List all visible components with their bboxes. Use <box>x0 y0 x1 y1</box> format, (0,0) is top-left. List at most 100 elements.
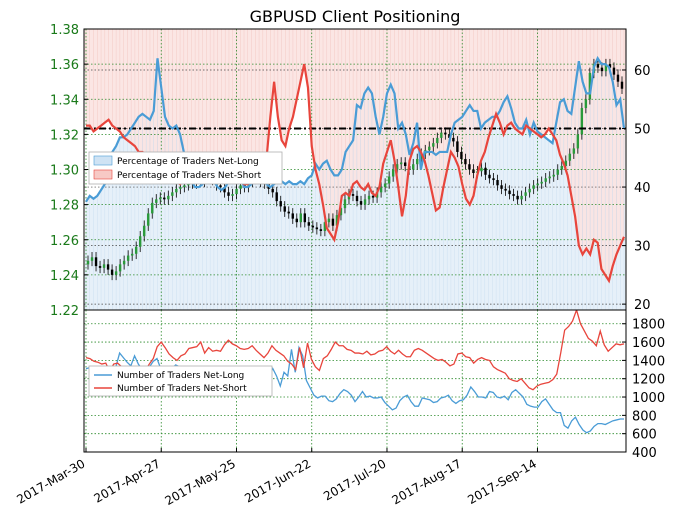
chart-title: GBPUSD Client Positioning <box>250 7 461 26</box>
candle-body <box>536 183 539 186</box>
candle-body <box>428 146 431 151</box>
legend-box <box>88 365 273 397</box>
candle-body <box>118 264 122 272</box>
candle-body <box>323 222 327 231</box>
candle-body <box>616 74 620 82</box>
y-right-tick-label: 30 <box>634 240 651 255</box>
legend-label-long: Percentage of Traders Net-Long <box>117 157 259 167</box>
candle-body <box>138 236 142 247</box>
bottom-panel-series <box>85 310 625 434</box>
candle-body <box>391 169 395 177</box>
y-right-tick-label: 40 <box>634 181 651 196</box>
x-tick-label: 2017-Aug-17 <box>389 456 463 507</box>
candle-body <box>524 192 527 196</box>
number-of-traders-net-shortline <box>85 310 625 391</box>
y-right-tick-label: 800 <box>632 409 657 424</box>
candle-body <box>367 195 371 200</box>
candle-body <box>432 143 435 147</box>
candle-body <box>223 187 226 193</box>
x-tick-label: 2017-Sep-14 <box>465 456 539 507</box>
y-left-tick-label: 1.28 <box>50 199 79 214</box>
candle-body <box>544 178 547 182</box>
candle-body <box>134 246 138 254</box>
net-long-line <box>85 55 626 203</box>
candle-body <box>472 169 475 174</box>
candle-body <box>106 264 110 270</box>
legend-traders: Number of Traders Net-Long Number of Tra… <box>88 365 273 397</box>
candle-body <box>468 164 471 170</box>
candle-body <box>291 213 294 219</box>
y-left-tick-label: 1.24 <box>50 269 79 284</box>
candle-body <box>460 151 463 159</box>
y-right-tick-label: 600 <box>632 428 657 443</box>
candle-body <box>163 197 166 200</box>
candle-body <box>102 264 106 268</box>
candle-body <box>335 215 339 226</box>
candle-body <box>604 64 608 72</box>
candle-body <box>532 185 535 189</box>
bottom-panel-frame <box>83 309 627 453</box>
y-right-tick-label: 60 <box>634 64 651 79</box>
y-left-tick-label: 1.26 <box>50 234 79 249</box>
candle-body <box>359 201 363 205</box>
candle-body <box>436 137 439 144</box>
legend-swatch-long <box>93 155 113 166</box>
candle-body <box>584 99 588 109</box>
legend-box <box>88 151 283 185</box>
candle-body <box>303 213 307 223</box>
candle-body <box>596 64 600 68</box>
candle-body <box>412 164 415 170</box>
candle-body <box>327 218 331 223</box>
x-tick-label: 2017-Apr-27 <box>91 456 162 505</box>
net-short-fill <box>84 29 626 281</box>
y-left-tick-label: 1.36 <box>50 58 79 73</box>
candle-body <box>271 188 274 193</box>
candle-body <box>440 132 443 138</box>
candle-body <box>126 255 130 261</box>
candle-body <box>98 266 102 268</box>
y-right-tick-label: 1000 <box>632 391 665 406</box>
candle-body <box>130 253 134 256</box>
candle-body <box>552 174 555 177</box>
candle-body <box>444 132 447 135</box>
candle-body <box>143 225 146 237</box>
candle-body <box>568 153 572 161</box>
candle-body <box>219 185 222 188</box>
candle-body <box>576 134 580 149</box>
candle-body <box>363 199 367 205</box>
candle-body <box>580 108 584 135</box>
x-tick-label: 2017-Jun-22 <box>242 456 313 505</box>
candle-body <box>351 194 355 196</box>
candle-body <box>608 64 612 68</box>
candle-body <box>151 202 154 214</box>
y-right-tick-label: 400 <box>632 446 657 461</box>
candle-body <box>110 269 114 275</box>
y-left-tick-label: 1.30 <box>50 164 79 179</box>
candle-body <box>159 197 162 200</box>
candle-body <box>114 271 118 275</box>
bottom-panel-axes: 400 600 800 1000 1200 1400 1600 1800 <box>83 309 665 461</box>
candle-body <box>343 199 347 209</box>
candle-body <box>179 187 182 189</box>
candle-body <box>416 158 419 165</box>
candle-body <box>387 176 391 184</box>
candle-body <box>620 81 624 89</box>
candle-body <box>122 260 126 265</box>
candle-body <box>600 67 604 72</box>
candle-body <box>508 190 511 195</box>
candle-body <box>464 158 467 165</box>
x-tick-label: 2017-May-25 <box>163 456 238 508</box>
candle-body <box>339 208 343 216</box>
candle-body <box>496 180 499 186</box>
y-right-tick-label: 50 <box>634 123 651 138</box>
candle-body <box>355 195 359 202</box>
candle-body <box>287 211 290 214</box>
candle-body <box>315 227 319 230</box>
candle-body <box>227 192 230 196</box>
candle-body <box>147 213 150 226</box>
candle-body <box>94 257 98 267</box>
candle-body <box>90 257 94 261</box>
x-axis: 2017-Mar-30 2017-Apr-27 2017-May-25 2017-Ju… <box>14 448 539 508</box>
y-left-tick-label: 1.38 <box>50 23 79 38</box>
